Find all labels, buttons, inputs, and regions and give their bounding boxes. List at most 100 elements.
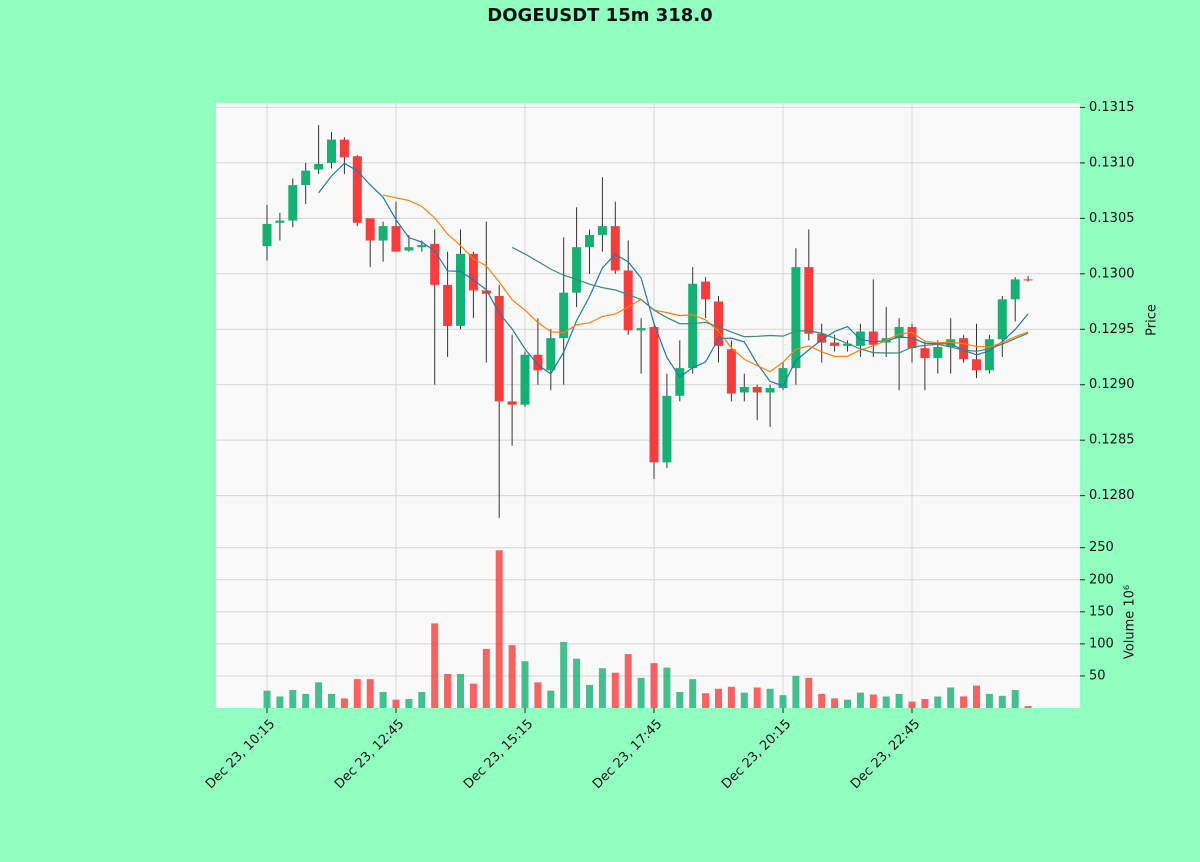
candle-body <box>804 267 814 334</box>
volume-bar <box>560 641 568 708</box>
candle-body <box>275 220 285 223</box>
candle-body <box>662 395 672 463</box>
moving-average-line <box>511 246 1029 354</box>
volume-bar <box>663 667 671 708</box>
volume-bar <box>482 649 490 708</box>
candle-body <box>972 359 981 371</box>
volume-bar <box>328 693 335 708</box>
volume-bar <box>882 696 890 708</box>
y-tick-label: 50 <box>1089 668 1106 683</box>
volume-bar <box>908 701 916 708</box>
candle-body <box>327 139 336 163</box>
volume-bar <box>973 685 980 708</box>
candle-body <box>507 401 517 405</box>
candle-body <box>559 292 569 339</box>
y-tick-label: 0.1315 <box>1089 100 1135 115</box>
candle-body <box>1023 279 1033 281</box>
volume-bar <box>998 695 1006 708</box>
volume-bar <box>431 623 439 708</box>
moving-average-line <box>382 194 1029 373</box>
candle-body <box>623 270 633 331</box>
candle-body <box>365 218 375 241</box>
x-tick-label: Dec 23, 10:15 <box>203 717 278 792</box>
volume-bar <box>418 691 426 708</box>
x-tick-label: Dec 23, 15:15 <box>461 717 536 792</box>
candle-body <box>481 290 491 294</box>
candle-body <box>378 226 388 241</box>
x-tick-label: Dec 23, 12:45 <box>332 717 407 792</box>
volume-bar <box>302 693 310 708</box>
volume-bar <box>831 698 839 708</box>
y-tick-label: 250 <box>1089 540 1114 555</box>
volume-bar <box>637 677 645 708</box>
y-tick-label: 0.1290 <box>1089 377 1135 392</box>
candle-body <box>417 244 427 248</box>
candle-body <box>301 170 311 186</box>
volume-bar <box>921 699 929 708</box>
volume-bar <box>379 691 387 708</box>
x-tick-label: Dec 23, 17:45 <box>590 717 665 792</box>
volume-bar <box>315 682 323 708</box>
candle-body <box>314 164 324 170</box>
y-tick-label: 0.1300 <box>1089 266 1135 281</box>
volume-bar <box>547 690 555 708</box>
volume-bar <box>676 691 684 708</box>
volume-bar <box>792 675 800 708</box>
volume-bar <box>405 699 413 708</box>
volume-bar <box>263 690 271 708</box>
candle-body <box>352 156 362 223</box>
volume-bar <box>856 692 864 708</box>
y-tick-label: 0.1310 <box>1089 155 1135 170</box>
volume-bar <box>444 674 452 708</box>
candle-body <box>701 281 711 300</box>
candle-body <box>894 327 904 339</box>
candle-body <box>739 386 749 393</box>
volume-bar <box>805 677 813 708</box>
candle-body <box>456 253 465 326</box>
volume-bar <box>353 679 361 708</box>
candle-body <box>778 368 788 389</box>
volume-axis-label: Volume 10⁶ <box>1123 585 1138 659</box>
y-axis-label: Price <box>1145 304 1160 336</box>
y-tick-label: 0.1295 <box>1089 322 1135 337</box>
volume-bar <box>869 694 877 708</box>
candle-body <box>843 343 852 346</box>
y-tick-label: 150 <box>1089 604 1114 619</box>
volume-bar <box>895 693 903 708</box>
volume-bar <box>985 693 993 708</box>
candle-body <box>868 331 878 345</box>
candle-body <box>959 338 969 360</box>
volume-bar <box>469 683 477 708</box>
volume-bar <box>534 682 542 708</box>
volume-bar <box>818 693 826 708</box>
plot-background <box>216 103 1080 708</box>
candle-body <box>288 185 298 221</box>
volume-bar <box>947 687 955 708</box>
volume-bar <box>779 695 787 708</box>
candle-body <box>765 388 775 393</box>
volume-bar <box>650 663 658 708</box>
candle-body <box>752 386 762 393</box>
volume-bar <box>766 688 774 708</box>
volume-bar <box>689 679 697 708</box>
candle-body <box>1010 279 1020 300</box>
volume-bar <box>276 696 284 708</box>
volume-bar <box>495 550 503 708</box>
volume-bar <box>573 658 581 708</box>
y-tick-label: 100 <box>1089 636 1114 651</box>
candle-body <box>533 354 543 371</box>
y-tick-label: 0.1285 <box>1089 433 1135 448</box>
candle-body <box>610 226 620 271</box>
candle-body <box>726 349 736 394</box>
candle-body <box>443 284 453 326</box>
candle-body <box>546 338 556 371</box>
candle-body <box>649 327 659 463</box>
volume-bar <box>1011 690 1019 708</box>
y-tick-label: 0.1280 <box>1089 488 1135 503</box>
candle-body <box>572 247 582 293</box>
candle-body <box>585 234 594 248</box>
volume-bar <box>611 672 619 708</box>
candle-body <box>933 347 943 359</box>
